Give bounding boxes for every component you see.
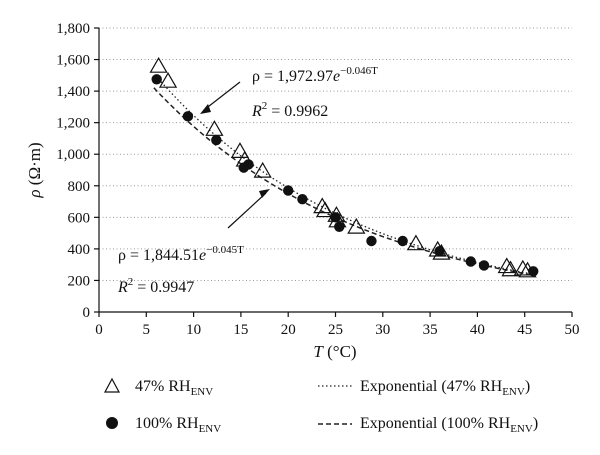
point-47-6 xyxy=(313,197,332,214)
x-tick-label-0: 0 xyxy=(95,322,103,338)
point-47-10 xyxy=(347,217,366,234)
x-tick-label-50: 50 xyxy=(565,322,580,338)
x-tick-label-25: 25 xyxy=(328,322,343,338)
x-tick-label-45: 45 xyxy=(517,322,532,338)
x-tick-label-20: 20 xyxy=(281,322,296,338)
fit-47-equation: ρ = 1,972.97e−0.046T xyxy=(252,65,378,85)
point-47-1 xyxy=(158,71,178,88)
legend: 47% RHENV 100% RHENV Exponential (47% RH… xyxy=(103,377,538,435)
point-100-7 xyxy=(330,212,341,223)
y-axis-title: ρ (Ω·m) xyxy=(25,142,44,198)
legend-circle-marker xyxy=(106,417,118,429)
x-tick-label-40: 40 xyxy=(470,322,485,338)
point-100-5 xyxy=(283,185,294,196)
point-47-16 xyxy=(513,259,532,276)
axis-ticks: 0 5 10 15 20 25 30 35 40 45 50 0 200 400 600 800 1,000 1,… xyxy=(56,21,579,338)
point-100-0 xyxy=(151,74,162,85)
point-100-6 xyxy=(297,193,308,205)
legend-47-label: 47% RHENV xyxy=(135,378,213,398)
y-tick-label-1400: 1,400 xyxy=(56,84,90,100)
y-tick-label-1800: 1,800 xyxy=(56,21,90,37)
legend-100-label: 100% RHENV xyxy=(135,415,221,435)
point-100-12 xyxy=(465,256,476,267)
point-47-14 xyxy=(497,257,516,274)
legend-fit-47-label: Exponential (47% RHENV) xyxy=(360,378,530,398)
y-tick-label-800: 800 xyxy=(68,179,91,195)
fit-100-equation: ρ = 1,844.51e−0.045T xyxy=(118,244,244,264)
point-47-3 xyxy=(230,142,250,158)
y-tick-label-1600: 1,600 xyxy=(56,53,90,69)
point-100-2 xyxy=(211,134,222,146)
y-tick-label-200: 200 xyxy=(68,273,91,289)
point-100-13 xyxy=(478,260,490,271)
x-tick-label-5: 5 xyxy=(143,322,151,338)
fit-100-r-squared: R2 = 0.9947 xyxy=(117,276,194,296)
y-tick-label-400: 400 xyxy=(68,242,91,258)
point-100-9 xyxy=(366,235,377,247)
x-axis-title: T (°C) xyxy=(313,342,356,361)
point-47-2 xyxy=(205,120,224,136)
point-47-5 xyxy=(253,161,272,178)
point-100-14 xyxy=(528,266,539,277)
point-100-11 xyxy=(434,246,445,257)
y-tick-label-0: 0 xyxy=(83,305,91,321)
point-47-11 xyxy=(406,234,426,251)
point-100-10 xyxy=(397,235,408,247)
fit-100-arrow xyxy=(227,189,270,229)
x-tick-label-35: 35 xyxy=(423,322,438,338)
point-100-1 xyxy=(182,111,194,122)
point-47-15 xyxy=(501,260,520,277)
point-47-0 xyxy=(149,56,168,73)
point-100-8 xyxy=(334,221,345,232)
y-tick-label-600: 600 xyxy=(68,210,91,226)
x-tick-label-15: 15 xyxy=(233,322,248,338)
point-100-4 xyxy=(243,159,254,170)
data-points xyxy=(149,56,539,278)
x-tick-label-10: 10 xyxy=(186,322,201,338)
horizontal-gridlines xyxy=(99,27,572,281)
x-tick-label-30: 30 xyxy=(375,322,390,338)
fit-47-arrow xyxy=(200,81,241,114)
legend-fit-100-label: Exponential (100% RHENV) xyxy=(360,415,538,435)
y-tick-label-1000: 1,000 xyxy=(56,147,90,163)
fit-47-r-squared: R2 = 0.9962 xyxy=(251,100,328,120)
point-47-7 xyxy=(315,201,335,218)
y-tick-label-1200: 1,200 xyxy=(56,116,90,132)
legend-triangle-marker xyxy=(103,377,121,393)
